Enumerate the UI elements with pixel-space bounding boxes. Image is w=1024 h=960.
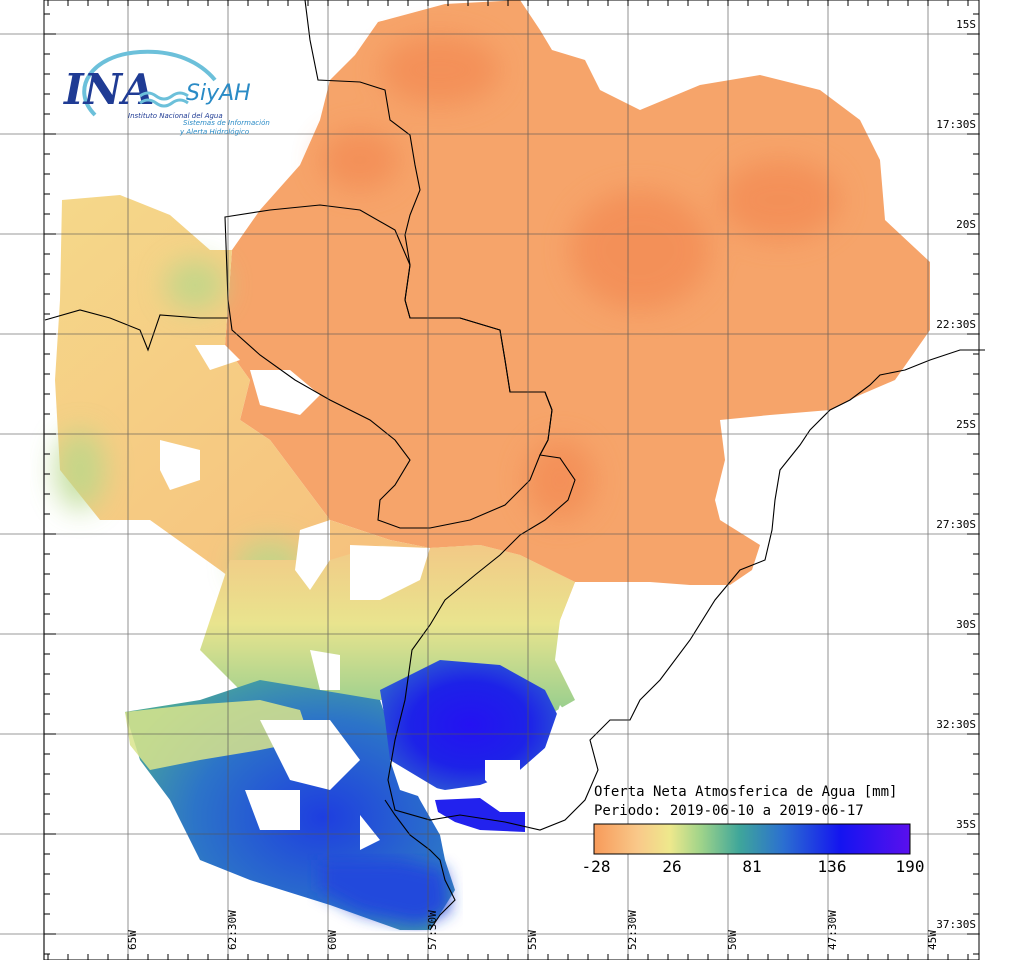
- legend-tick: 190: [896, 857, 925, 876]
- legend: Oferta Neta Atmosferica de Agua [mm] Per…: [582, 784, 925, 876]
- logo-acronym: INA: [63, 65, 155, 114]
- rio-de-la-plata: [384, 799, 456, 931]
- border-paraguay: [224, 204, 553, 529]
- data-field: [55, 0, 930, 930]
- lat-label: 32:30S: [936, 718, 976, 731]
- legend-colorbar: [593, 823, 911, 855]
- lon-label: 55W: [526, 930, 539, 950]
- dry-region: [225, 0, 930, 585]
- lat-label: 30S: [956, 618, 976, 631]
- legend-title: Oferta Neta Atmosferica de Agua [mm]: [594, 784, 897, 800]
- logo-system: SiyAH: [186, 81, 251, 106]
- legend-tick: 81: [742, 857, 761, 876]
- lat-label: 25S: [956, 418, 976, 431]
- map-frame: [43, 0, 980, 960]
- blue-south-patch: [320, 860, 450, 925]
- lon-label: 50W: [726, 930, 739, 950]
- blue-core: [380, 660, 560, 790]
- legend-tick: 136: [818, 857, 847, 876]
- lat-lon-grid: [0, 0, 980, 960]
- lon-label: 45W: [926, 930, 939, 950]
- border-argentina-bolivia: [44, 309, 228, 352]
- lat-label: 27:30S: [936, 518, 976, 531]
- lat-label: 17:30S: [936, 118, 976, 131]
- lon-label: 57:30W: [426, 910, 439, 950]
- latitude-labels: 15S 17:30S 20S 22:30S 25S 27:30S 30S 32:…: [936, 18, 976, 931]
- border-bolivia-brazil: [304, 0, 985, 831]
- lat-label: 20S: [956, 218, 976, 231]
- logo-waves: [139, 91, 189, 108]
- lon-label: 62:30W: [226, 910, 239, 950]
- legend-period: Periodo: 2019-06-10 a 2019-06-17: [594, 803, 864, 819]
- blue-core-east: [435, 798, 525, 832]
- legend-tick: -28: [582, 857, 611, 876]
- logo-institute: Instituto Nacional del Agua: [128, 112, 223, 120]
- logo-system-line1: Sistemas de Información: [183, 119, 270, 127]
- legend-tick: 26: [662, 857, 681, 876]
- ina-siyah-logo: INA SiyAH Instituto Nacional del Agua Si…: [63, 49, 270, 136]
- lat-label: 35S: [956, 818, 976, 831]
- longitude-labels: 65W 62:30W 60W 57:30W 55W 52:30W 50W 47:…: [126, 910, 939, 950]
- lon-label: 47:30W: [826, 910, 839, 950]
- lon-label: 52:30W: [626, 910, 639, 950]
- lon-label: 65W: [126, 930, 139, 950]
- south-west-light: [125, 700, 310, 770]
- tick-marks: [44, 0, 979, 960]
- dry-core-patches: [320, 35, 840, 520]
- lat-label: 37:30S: [936, 918, 976, 931]
- logo-swoosh: [82, 49, 217, 117]
- logo-system-line2: y Alerta Hidrológico: [179, 128, 249, 136]
- lat-label: 22:30S: [936, 318, 976, 331]
- lat-label: 15S: [956, 18, 976, 31]
- no-data-holes: [160, 345, 800, 850]
- lon-label: 60W: [326, 930, 339, 950]
